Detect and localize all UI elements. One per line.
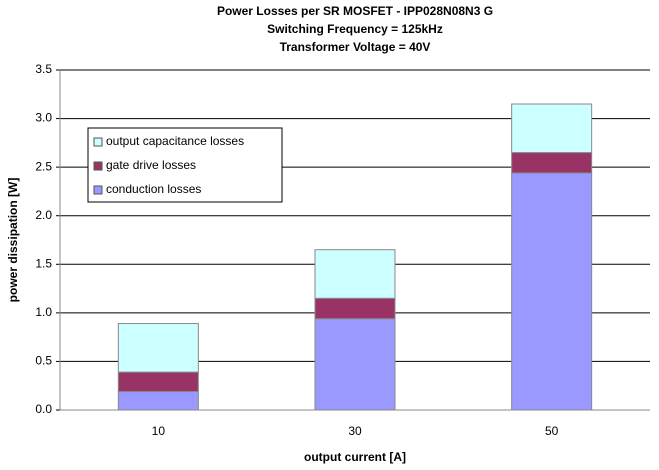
- y-tick-label: 3.0: [35, 111, 52, 125]
- bar-segment: [511, 152, 593, 174]
- y-tick-label: 3.5: [35, 62, 52, 76]
- chart-subtitle: Transformer Voltage = 40V: [280, 40, 431, 54]
- bar-segment: [117, 371, 199, 393]
- bar-segment: [511, 172, 593, 411]
- y-tick-label: 2.5: [35, 159, 52, 173]
- x-tick-label: 50: [545, 424, 559, 438]
- bar-segment: [314, 249, 396, 299]
- chart-title: Power Losses per SR MOSFET - IPP028N08N3…: [217, 4, 493, 18]
- legend-swatch: [93, 137, 103, 147]
- legend-swatch: [93, 161, 103, 171]
- legend-swatch: [93, 185, 103, 195]
- bar-segment: [117, 391, 199, 411]
- legend-box: [87, 127, 283, 203]
- legend-label: output capacitance losses: [106, 134, 244, 148]
- y-tick-label: 1.5: [35, 256, 52, 270]
- x-tick-label: 10: [152, 424, 166, 438]
- y-tick-label: 1.0: [35, 305, 52, 319]
- chart-subtitle: Switching Frequency = 125kHz: [267, 22, 443, 36]
- x-axis-label: output current [A]: [304, 450, 406, 464]
- y-tick-label: 0.5: [35, 354, 52, 368]
- bar-segment: [511, 103, 593, 154]
- x-tick-label: 30: [348, 424, 362, 438]
- bar-segment: [314, 318, 396, 411]
- bar-segment: [314, 297, 396, 320]
- legend-label: conduction losses: [106, 182, 201, 196]
- y-tick-label: 2.0: [35, 208, 52, 222]
- y-tick-label: 0.0: [35, 402, 52, 416]
- bar-segment: [117, 323, 199, 373]
- legend-label: gate drive losses: [106, 158, 196, 172]
- y-axis-label: power dissipation [W]: [6, 178, 20, 303]
